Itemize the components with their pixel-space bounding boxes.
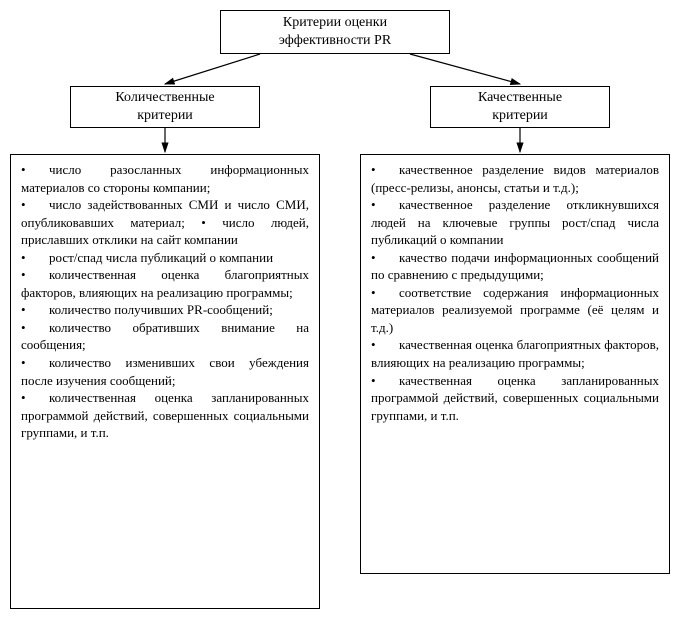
left-list-box: •число разосланных информационных матери… — [10, 154, 320, 609]
left-list: •число разосланных информационных матери… — [21, 161, 309, 442]
list-item-text: качественная оценка благоприятных фактор… — [371, 337, 659, 370]
list-item: •качественное разделение откликнувшихся … — [371, 196, 659, 249]
bullet-icon: • — [371, 249, 399, 267]
right-list: •качественное разделение видов материало… — [371, 161, 659, 424]
bullet-icon: • — [371, 161, 399, 179]
list-item: •число разосланных информационных матери… — [21, 161, 309, 196]
list-item: •качественное разделение видов материало… — [371, 161, 659, 196]
left-title-line1: Количественные — [115, 90, 214, 105]
list-item-text: число разосланных информационных материа… — [21, 162, 309, 195]
list-item: •количество получивших PR-сообщений; — [21, 301, 309, 319]
list-item-text: соответствие содержания информационных м… — [371, 285, 659, 335]
bullet-icon: • — [21, 161, 49, 179]
right-title-line2: критерии — [492, 108, 548, 123]
list-item: •количественная оценка запланированных п… — [21, 389, 309, 442]
list-item-text: количество изменивших свои убеждения пос… — [21, 355, 309, 388]
list-item: •качественная оценка запланированных про… — [371, 372, 659, 425]
bullet-icon: • — [371, 336, 399, 354]
bullet-icon: • — [21, 354, 49, 372]
bullet-icon: • — [21, 249, 49, 267]
list-item: •количество изменивших свои убеждения по… — [21, 354, 309, 389]
bullet-icon: • — [21, 389, 49, 407]
list-item: •качественная оценка благоприятных факто… — [371, 336, 659, 371]
list-item-text: число задействованных СМИ и число СМИ, о… — [21, 197, 309, 247]
list-item: •соответствие содержания информационных … — [371, 284, 659, 337]
list-item-text: рост/спад числа публикаций о компании — [49, 250, 273, 265]
list-item-text: качественное разделение откликнувшихся л… — [371, 197, 659, 247]
list-item: •число задействованных СМИ и число СМИ, … — [21, 196, 309, 249]
left-title-line2: критерии — [137, 108, 193, 123]
list-item-text: качество подачи информационных сообщений… — [371, 250, 659, 283]
bullet-icon: • — [371, 284, 399, 302]
left-title-node: Количественные критерии — [70, 86, 260, 128]
list-item: •рост/спад числа публикаций о компании — [21, 249, 309, 267]
list-item-text: качественная оценка запланированных прог… — [371, 373, 659, 423]
list-item-text: количественная оценка благоприятных факт… — [21, 267, 309, 300]
list-item-text: количество обративших внимание на сообще… — [21, 320, 309, 353]
bullet-icon: • — [21, 319, 49, 337]
list-item: •качество подачи информационных сообщени… — [371, 249, 659, 284]
right-title-node: Качественные критерии — [430, 86, 610, 128]
bullet-icon: • — [371, 372, 399, 390]
bullet-icon: • — [21, 196, 49, 214]
list-item: •количество обративших внимание на сообщ… — [21, 319, 309, 354]
right-list-box: •качественное разделение видов материало… — [360, 154, 670, 574]
right-title-line1: Качественные — [478, 90, 562, 105]
bullet-icon: • — [371, 196, 399, 214]
root-line2: эффективности PR — [279, 33, 391, 48]
bullet-icon: • — [21, 301, 49, 319]
root-node: Критерии оценки эффективности PR — [220, 10, 450, 54]
bullet-icon: • — [21, 266, 49, 284]
root-line1: Критерии оценки — [283, 15, 387, 30]
diagram-canvas: Критерии оценки эффективности PR Количес… — [10, 10, 670, 610]
list-item-text: количественная оценка запланированных пр… — [21, 390, 309, 440]
list-item-text: качественное разделение видов материалов… — [371, 162, 659, 195]
list-item-text: количество получивших PR-сообщений; — [49, 302, 273, 317]
list-item: •количественная оценка благоприятных фак… — [21, 266, 309, 301]
